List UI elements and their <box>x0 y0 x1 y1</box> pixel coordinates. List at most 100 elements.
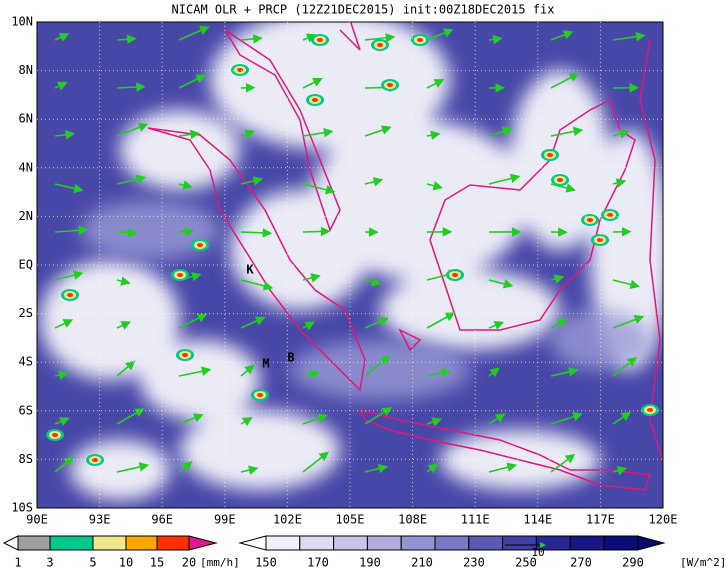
y-tick-label: 6N <box>19 112 33 126</box>
colorbar-segment <box>156 535 190 551</box>
colorbar-segment <box>265 535 301 551</box>
wind-arrow <box>612 411 632 425</box>
precip-cell <box>417 38 423 42</box>
wind-arrow <box>116 227 138 238</box>
colorbar-label: 190 <box>359 556 381 570</box>
wind-arrow <box>178 74 207 89</box>
wind-arrow <box>116 321 132 330</box>
title: NICAM OLR + PRCP (12Z21DEC2015) init:00Z… <box>172 3 555 17</box>
precip-cell <box>237 68 243 72</box>
precip-cell <box>452 273 458 277</box>
wind-arrow <box>488 279 514 289</box>
wind-arrow <box>178 180 193 190</box>
wind-arrow <box>54 33 70 42</box>
wind-arrow <box>364 355 391 377</box>
wind-arrow <box>302 127 334 138</box>
wind-arrow <box>550 183 576 193</box>
wind-arrow <box>426 130 441 140</box>
wind-arrow <box>426 368 451 378</box>
colorbar-segment <box>434 535 470 551</box>
precip-cell <box>547 153 553 157</box>
y-tick-label: 4N <box>19 160 33 174</box>
colorbar-label: 3 <box>46 556 53 570</box>
colorbar-segment <box>366 535 402 551</box>
x-tick-label: 117E <box>586 513 615 527</box>
wind-arrow <box>116 462 150 473</box>
colorbar-label: 15 <box>150 556 164 570</box>
colorbar-end <box>238 535 267 551</box>
y-tick-label: 10N <box>11 15 33 29</box>
wind-arrow <box>550 126 584 137</box>
wind-arrow <box>178 366 212 377</box>
wind-arrow <box>364 317 389 329</box>
precip-cell <box>377 43 383 47</box>
x-tick-label: 96E <box>151 513 173 527</box>
colorbar-label: 290 <box>622 556 644 570</box>
wind-arrow <box>302 273 321 283</box>
x-tick-label: 120E <box>649 513 678 527</box>
precip-cell <box>557 178 563 182</box>
vector-scale-label: 10 <box>531 546 544 559</box>
colorbar-segment <box>333 535 368 551</box>
colorbar-label: 170 <box>307 556 329 570</box>
wind-arrow <box>302 78 323 89</box>
map-field <box>37 22 663 508</box>
wind-arrow <box>302 183 336 195</box>
wind-arrow <box>426 463 439 474</box>
colorbar-label: 1 <box>14 556 21 570</box>
wind-arrow <box>488 173 521 185</box>
wind-arrow <box>54 370 69 380</box>
wind-arrow <box>550 274 565 284</box>
wind-arrow <box>54 417 70 427</box>
precip-cell <box>177 273 183 277</box>
wind-arrow <box>116 360 136 377</box>
wind-arrow <box>550 30 574 41</box>
wind-arrow <box>116 34 137 45</box>
x-tick-label: 93E <box>89 513 111 527</box>
wind-arrow <box>116 122 149 137</box>
wind-arrow <box>612 279 640 290</box>
wind-arrow <box>426 181 444 191</box>
colorbar-end <box>2 535 19 551</box>
colorbar-label: 150 <box>255 556 277 570</box>
wind-arrow <box>302 413 328 425</box>
wind-arrow <box>488 462 517 473</box>
wind-arrow <box>178 461 193 473</box>
wind-arrow <box>302 226 331 237</box>
wind-arrow <box>612 129 630 139</box>
colorbar-segment <box>569 535 605 551</box>
wind-arrow <box>116 82 146 92</box>
colorbar-segment <box>468 535 504 551</box>
colorbar-segment <box>49 535 94 551</box>
wind-arrow <box>54 456 75 473</box>
colorbar-segment <box>299 535 335 551</box>
x-tick-label: 108E <box>398 513 427 527</box>
precip-cell <box>597 238 603 242</box>
wind-arrow <box>54 129 76 140</box>
x-tick-label: 90E <box>26 513 48 527</box>
wind-arrow <box>54 81 68 91</box>
y-tick-label: EQ <box>19 258 33 272</box>
wind-arrow <box>364 407 393 425</box>
wind-arrow <box>240 228 273 238</box>
wind-arrow <box>612 356 638 377</box>
precip-cell <box>587 218 593 222</box>
wind-arrow <box>54 183 84 194</box>
precip-cell <box>92 458 98 462</box>
precip-cell <box>182 353 188 357</box>
wind-arrow <box>426 28 454 41</box>
place-label: K <box>246 263 254 277</box>
y-tick-label: 8N <box>19 63 33 77</box>
wind-arrow <box>240 417 253 427</box>
wind-arrow <box>488 367 500 378</box>
colorbar-end <box>637 535 666 551</box>
wind-arrow <box>426 79 445 89</box>
wind-arrow <box>612 31 646 42</box>
colorbar-end <box>188 535 218 551</box>
colorbar-label: 5 <box>89 556 96 570</box>
precip-cell <box>52 433 58 437</box>
precip-cell <box>607 213 613 217</box>
x-tick-label: 114E <box>523 513 552 527</box>
x-tick-label: 102E <box>273 513 302 527</box>
